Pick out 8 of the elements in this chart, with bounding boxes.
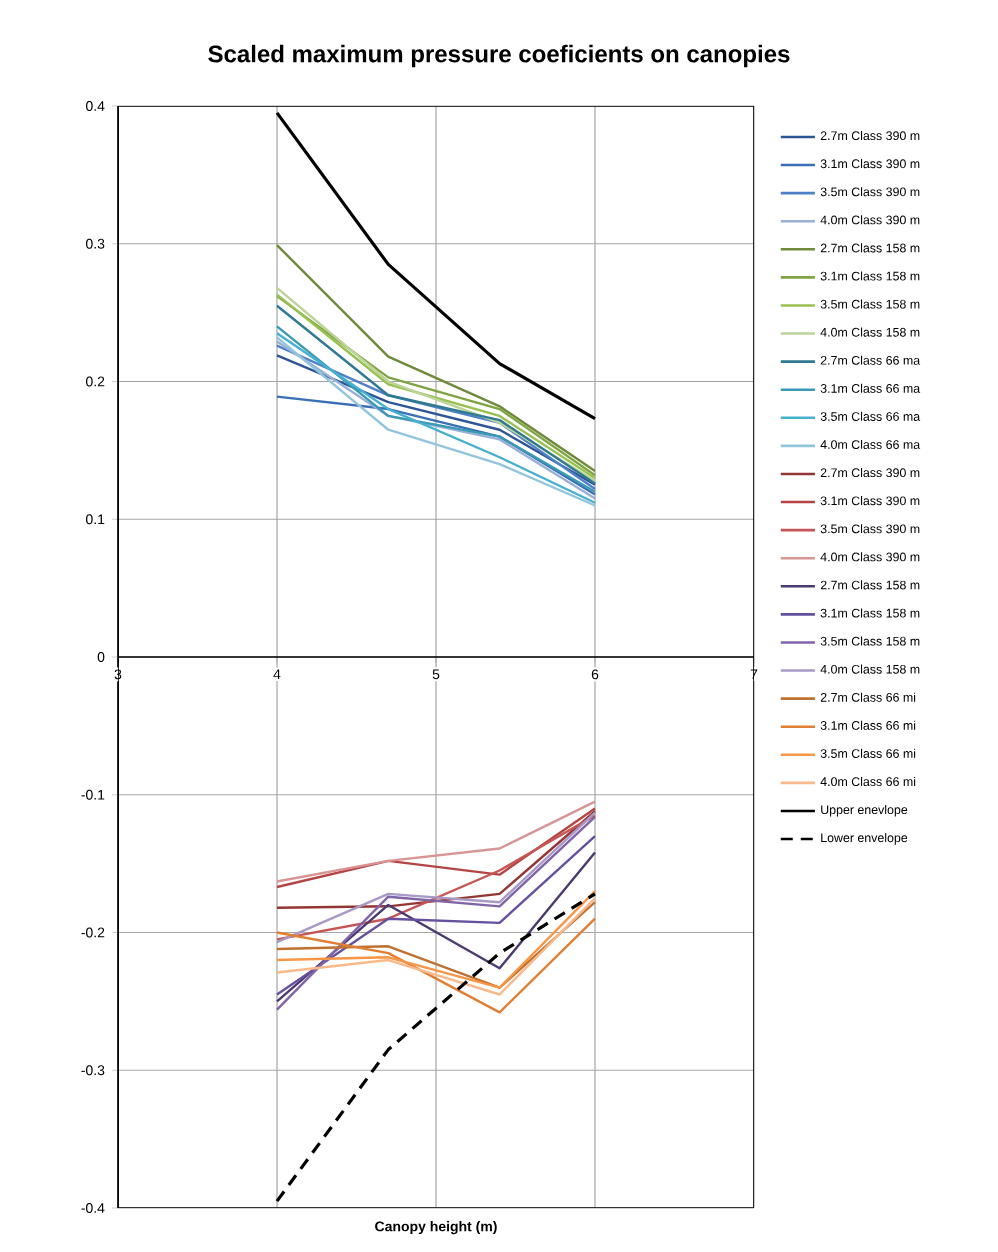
line-series xyxy=(275,810,597,909)
line-series xyxy=(275,892,597,1203)
line-series xyxy=(275,111,597,421)
line-series xyxy=(275,395,597,496)
chart-title: Scaled maximum pressure coeficients on canopies xyxy=(208,44,790,68)
line-series xyxy=(275,917,597,1014)
line-series xyxy=(275,815,597,1011)
line-series xyxy=(275,243,597,473)
